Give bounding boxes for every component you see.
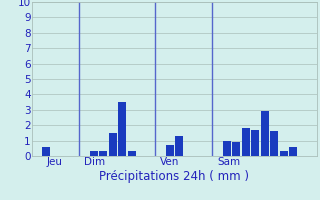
Bar [280,151,288,156]
Bar [128,151,136,156]
Bar [289,147,297,156]
Bar [90,151,98,156]
Bar [109,133,117,156]
Bar [260,111,268,156]
Bar [223,141,231,156]
Bar [175,136,183,156]
Bar [251,130,259,156]
Bar [242,128,250,156]
Bar [118,102,126,156]
Bar [99,151,107,156]
X-axis label: Précipitations 24h ( mm ): Précipitations 24h ( mm ) [100,170,249,183]
Bar [42,147,50,156]
Bar [270,131,278,156]
Bar [166,145,174,156]
Bar [232,142,240,156]
